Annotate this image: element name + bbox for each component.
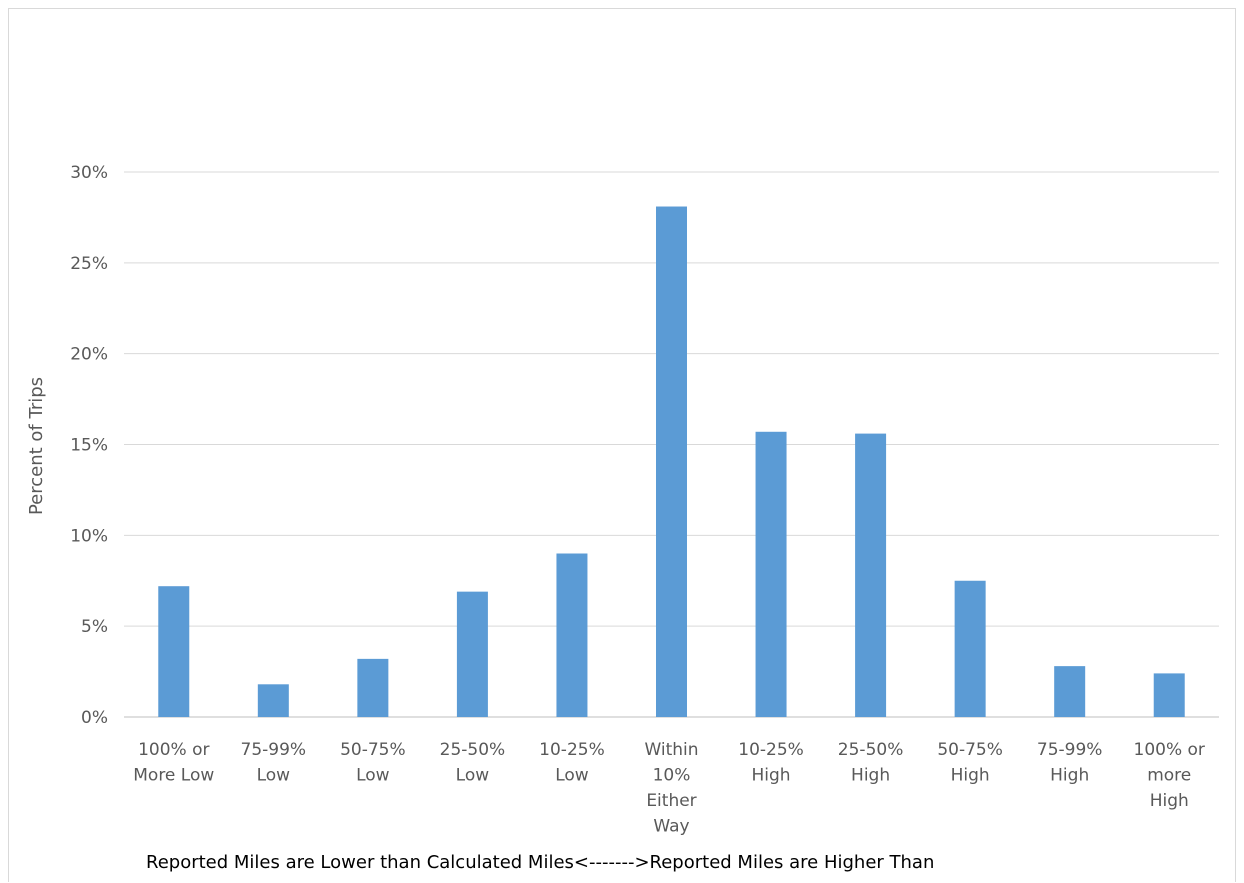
- bar: [656, 206, 687, 717]
- bar-chart: 0% 5% 10% 15% 20% 25% 30% 100% or More Low 75-99…: [26, 163, 1219, 873]
- bars: [158, 206, 1185, 717]
- y-tick-label: 30%: [70, 163, 108, 183]
- y-tick-label: 5%: [81, 617, 108, 637]
- chart-frame: 0% 5% 10% 15% 20% 25% 30% 100% or More Low 75-99…: [8, 8, 1236, 882]
- x-tick-label: 50-75% High: [937, 740, 1003, 786]
- y-tick-labels: 0% 5% 10% 15% 20% 25% 30%: [70, 163, 108, 728]
- y-tick-label: 25%: [70, 254, 108, 274]
- y-tick-label: 15%: [70, 436, 108, 456]
- x-tick-label: 50-75% Low: [340, 740, 406, 786]
- x-tick-label: 25-50% Low: [440, 740, 506, 786]
- bar: [556, 553, 588, 717]
- x-tick-label: Within 10% Either Way: [644, 740, 698, 837]
- bar: [357, 658, 389, 717]
- bar: [755, 431, 787, 717]
- x-tick-label: 75-99% Low: [241, 740, 307, 786]
- bar: [855, 433, 887, 717]
- x-tick-label: 100% or More Low: [133, 740, 214, 786]
- x-tick-label: 75-99% High: [1037, 740, 1103, 786]
- y-tick-label: 10%: [70, 526, 108, 546]
- bar: [456, 591, 488, 717]
- bar: [954, 580, 986, 717]
- x-axis-title: Reported Miles are Lower than Calculated…: [146, 852, 934, 873]
- y-tick-label: 0%: [81, 708, 108, 728]
- bar: [257, 684, 289, 717]
- x-tick-label: 10-25% High: [738, 740, 804, 786]
- x-tick-label: 100% or more High: [1134, 740, 1205, 811]
- x-tick-labels: 100% or More Low 75-99% Low 50-75% Low 25-50% L…: [133, 740, 1205, 837]
- bar: [1153, 673, 1185, 717]
- y-tick-label: 20%: [70, 345, 108, 365]
- x-tick-label: 25-50% High: [838, 740, 904, 786]
- bar: [158, 586, 190, 717]
- bar: [1054, 666, 1086, 717]
- x-tick-label: 10-25% Low: [539, 740, 605, 786]
- y-axis-title: Percent of Trips: [26, 377, 47, 515]
